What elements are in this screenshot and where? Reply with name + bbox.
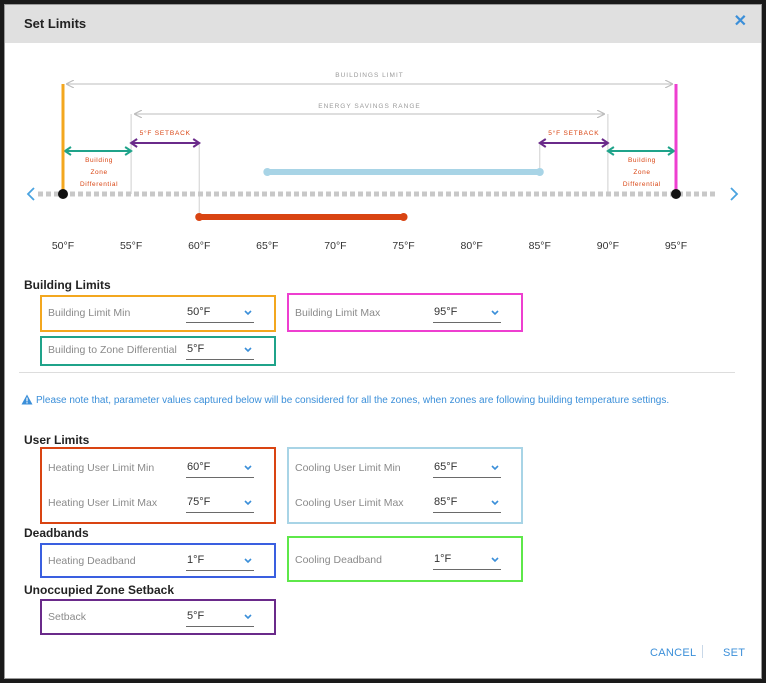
cooling-user-limit-min-label: Cooling User Limit Min	[295, 462, 401, 474]
chevron-down-icon	[244, 500, 252, 506]
building-limits-heading: Building Limits	[24, 278, 111, 292]
tick-label: 60°F	[188, 240, 210, 252]
user-limits-heading: User Limits	[24, 433, 90, 447]
chevron-down-icon	[491, 310, 499, 316]
building-min-handle	[58, 189, 68, 199]
zone-diff-right-label: Differential	[623, 181, 661, 188]
cooling-deadband-group: Cooling Deadband 1°F	[287, 536, 523, 582]
heating-user-limit-min-value: 60°F	[187, 461, 211, 473]
cooling-deadband-select[interactable]: 1°F	[433, 552, 501, 570]
cooling-deadband-value: 1°F	[434, 553, 452, 565]
heating-user-limit-min-label: Heating User Limit Min	[48, 462, 155, 474]
building-zone-differential-group: Building to Zone Differential 5°F	[40, 336, 276, 366]
building-zone-differential-select[interactable]: 5°F	[186, 342, 254, 360]
energy-savings-label: ENERGY SAVINGS RANGE	[318, 103, 420, 110]
chevron-down-icon	[244, 465, 252, 471]
unoccupied-zone-setback-heading: Unoccupied Zone Setback	[24, 583, 175, 597]
building-zone-differential-value: 5°F	[187, 343, 205, 355]
tick-label: 70°F	[324, 240, 346, 252]
zone-diff-left-arrow-head-right	[124, 146, 133, 156]
building-limit-min-select[interactable]: 50°F	[186, 305, 254, 323]
zone-diff-right-label: Building	[628, 157, 656, 164]
dialog-header: Set Limits ✕	[5, 5, 761, 43]
cooling-deadband-label: Cooling Deadband	[295, 554, 382, 566]
chevron-down-icon	[491, 465, 499, 471]
heating-user-limits-group: Heating User Limit Min 60°F Heating User…	[40, 447, 276, 524]
setback-left-arrow-head-left	[129, 138, 138, 148]
setback-right-arrow-head-left	[537, 138, 547, 148]
chevron-down-icon	[244, 347, 252, 353]
building-limit-min-label: Building Limit Min	[48, 307, 131, 319]
cooling-user-limit-max-label: Cooling User Limit Max	[295, 497, 404, 509]
zone-diff-right-arrow-head-right	[667, 146, 676, 156]
tick-label: 65°F	[256, 240, 278, 252]
cooling-min-handle	[263, 168, 272, 176]
cooling-max-handle	[535, 168, 544, 176]
tick-label: 90°F	[597, 240, 619, 252]
building-limit-max-group: Building Limit Max 95°F	[287, 293, 523, 332]
chevron-left-icon[interactable]	[26, 187, 35, 201]
zone-diff-left-label: Differential	[80, 181, 118, 188]
cooling-user-limits-group: Cooling User Limit Min 65°F Cooling User…	[287, 447, 523, 524]
cooling-user-limit-min-select[interactable]: 65°F	[433, 460, 501, 478]
setback-right-arrow-head-right	[601, 138, 610, 148]
heating-user-limit-max-select[interactable]: 75°F	[186, 495, 254, 513]
zone-diff-right-arrow-head-left	[606, 146, 615, 156]
setback-left-arrow-head-right	[192, 138, 202, 148]
heating-max-handle	[399, 213, 408, 221]
cooling-user-limit-max-value: 85°F	[434, 496, 458, 508]
tick-label: 80°F	[461, 240, 483, 252]
tick-label: 55°F	[120, 240, 142, 252]
set-button[interactable]: SET	[723, 647, 746, 659]
heating-deadband-group: Heating Deadband 1°F	[40, 543, 276, 578]
tick-label: 85°F	[529, 240, 551, 252]
setback-left-label: 5°F SETBACK	[140, 129, 191, 137]
dialog-title: Set Limits	[24, 16, 87, 31]
tick-label: 75°F	[392, 240, 414, 252]
zone-diff-left-arrow-head-left	[63, 146, 72, 156]
building-limit-max-select[interactable]: 95°F	[433, 305, 501, 323]
setback-value: 5°F	[187, 610, 205, 622]
building-limit-min-value: 50°F	[187, 306, 211, 318]
temperature-range-chart: BUILDINGS LIMIT ENERGY SAVINGS RANGE 5°F S…	[26, 72, 739, 252]
cancel-button[interactable]: CANCEL	[650, 647, 697, 659]
setback-select[interactable]: 5°F	[186, 609, 254, 627]
footer-separator	[702, 645, 703, 658]
setback-group: Setback 5°F	[40, 599, 276, 635]
building-limit-min-group: Building Limit Min 50°F	[40, 295, 276, 332]
building-zone-differential-label: Building to Zone Differential	[48, 344, 177, 356]
chevron-down-icon	[491, 557, 499, 563]
tick-label: 50°F	[52, 240, 74, 252]
zone-diff-right-label: Zone	[633, 169, 650, 176]
zone-diff-left-label: Building	[85, 157, 113, 164]
setback-right-label: 5°F SETBACK	[548, 129, 599, 137]
heating-deadband-value: 1°F	[187, 554, 205, 566]
zone-diff-left-label: Zone	[90, 169, 107, 176]
buildings-limit-label: BUILDINGS LIMIT	[335, 72, 403, 79]
cooling-user-limit-max-select[interactable]: 85°F	[433, 495, 501, 513]
chevron-down-icon	[244, 310, 252, 316]
close-icon[interactable]: ✕	[733, 13, 747, 30]
tick-label: 95°F	[665, 240, 687, 252]
heating-user-limit-max-value: 75°F	[187, 496, 211, 508]
chevron-down-icon	[244, 558, 252, 564]
building-limit-max-value: 95°F	[434, 306, 458, 318]
building-max-handle	[671, 189, 681, 199]
heating-user-limit-max-label: Heating User Limit Max	[48, 497, 158, 509]
chevron-down-icon	[491, 500, 499, 506]
zones-note: Please note that, parameter values captu…	[21, 394, 669, 406]
warning-icon	[21, 394, 33, 405]
building-limit-max-label: Building Limit Max	[295, 307, 381, 319]
deadbands-heading: Deadbands	[24, 526, 89, 540]
setback-label: Setback	[48, 611, 86, 623]
chevron-down-icon	[244, 614, 252, 620]
heating-deadband-label: Heating Deadband	[48, 555, 136, 567]
cooling-user-limit-min-value: 65°F	[434, 461, 458, 473]
heating-min-handle	[195, 213, 204, 221]
heating-deadband-select[interactable]: 1°F	[186, 553, 254, 571]
chevron-right-icon[interactable]	[730, 187, 739, 201]
section-divider	[19, 372, 735, 373]
zones-note-text: Please note that, parameter values captu…	[36, 395, 670, 406]
heating-user-limit-min-select[interactable]: 60°F	[186, 460, 254, 478]
